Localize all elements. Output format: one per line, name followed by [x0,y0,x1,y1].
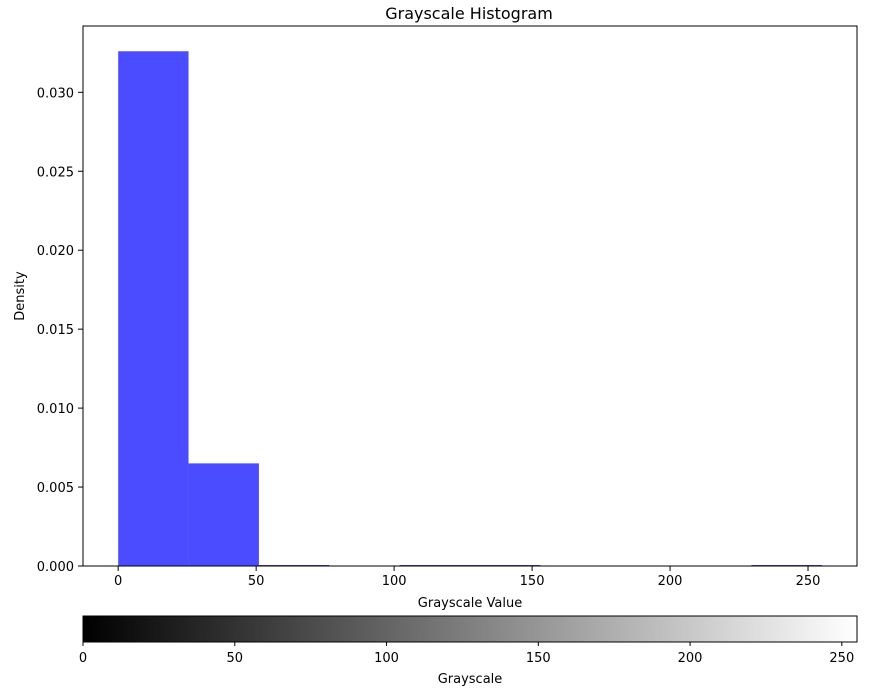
histogram-bars [118,51,822,566]
colorbar-tick-label: 150 [526,651,551,666]
y-tick-label: 0.005 [37,481,74,496]
x-axis-label: Grayscale Value [418,596,522,611]
y-tick-label: 0.020 [37,244,74,259]
colorbar-tick-label: 50 [226,651,243,666]
histogram-bar [118,51,189,566]
colorbar-tick-label: 250 [829,651,854,666]
histogram-bar [188,463,259,566]
y-axis-label: Density [13,271,28,321]
y-tick-label: 0.030 [37,86,74,101]
x-tick-label: 150 [520,574,545,589]
chart-title: Grayscale Histogram [385,4,553,23]
x-tick-label: 0 [114,574,122,589]
y-tick-label: 0.010 [37,402,74,417]
colorbar-tick-label: 0 [79,651,87,666]
x-axis-ticks: 0 50 100 150 200 250 [114,566,820,589]
y-tick-label: 0.025 [37,165,74,180]
x-tick-label: 250 [796,574,821,589]
colorbar-ticks: 0 50 100 150 200 250 [79,642,854,666]
plot-frame [82,25,858,567]
x-tick-label: 200 [658,574,683,589]
x-tick-label: 50 [248,574,265,589]
colorbar-tick-label: 100 [374,651,399,666]
grayscale-colorbar [82,615,858,643]
colorbar-label: Grayscale [438,672,503,687]
y-axis-ticks: 0.000 0.005 0.010 0.015 0.020 0.025 0.030 [37,86,83,575]
colorbar-tick-label: 200 [678,651,703,666]
y-tick-label: 0.000 [37,560,74,575]
x-tick-label: 100 [382,574,407,589]
y-tick-label: 0.015 [37,323,74,338]
